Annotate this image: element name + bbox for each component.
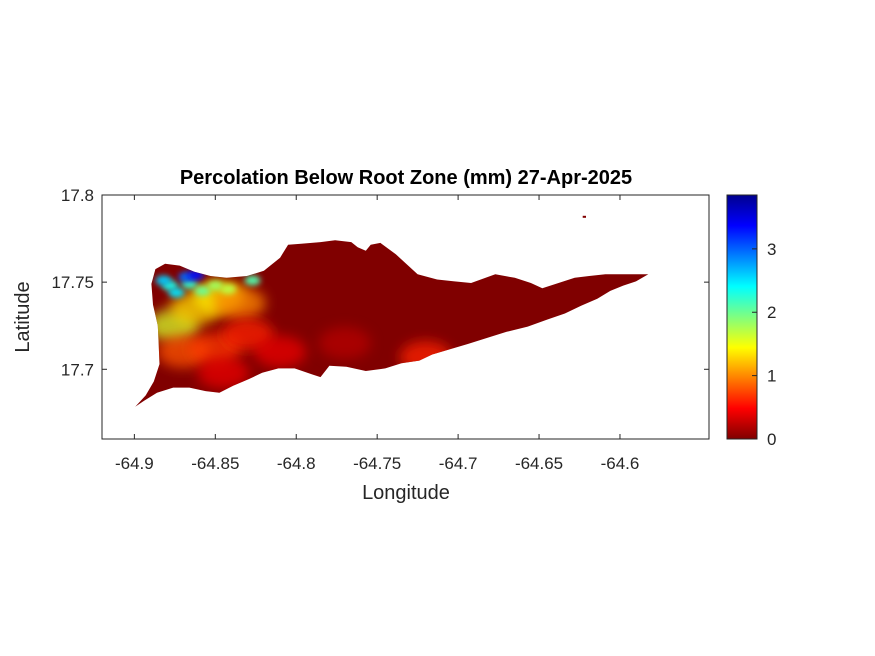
colorbar-tick-label: 0 [767, 430, 776, 449]
hotspot [213, 287, 266, 320]
wet-patch [207, 280, 224, 291]
chart-title: Percolation Below Root Zone (mm) 27-Apr-… [180, 167, 632, 189]
colorbar [726, 194, 758, 440]
heat-layer [147, 270, 452, 389]
y-tick-label: 17.7 [61, 360, 94, 379]
x-axis: -64.9 -64.85 -64.8 -64.75 -64.7 -64.65 -64.6 [115, 195, 639, 473]
colorbar-ticks: 0 1 2 3 [752, 240, 776, 449]
x-tick-label: -64.85 [191, 454, 239, 473]
hotspot [318, 327, 371, 360]
colorbar-tick-label: 3 [767, 240, 776, 259]
island-shape [135, 240, 649, 407]
x-tick-label: -64.7 [439, 454, 478, 473]
colorbar-tick-label: 2 [767, 303, 776, 322]
hotspot [197, 356, 250, 389]
y-tick-label: 17.8 [61, 186, 94, 205]
wet-patch [194, 285, 211, 296]
x-tick-label: -64.8 [277, 454, 316, 473]
y-tick-label: 17.75 [51, 273, 94, 292]
colorbar-tick-label: 1 [767, 367, 776, 386]
x-tick-label: -64.75 [353, 454, 401, 473]
x-axis-label: Longitude [362, 482, 450, 504]
axes-frame [101, 194, 710, 440]
wet-patch [220, 284, 237, 295]
x-tick-label: -64.9 [115, 454, 154, 473]
wet-patch [168, 287, 185, 298]
wet-patch [155, 275, 172, 286]
y-axis: 17.7 17.75 17.8 [51, 186, 709, 379]
hotspot [254, 335, 307, 368]
wet-patch [244, 275, 261, 286]
x-tick-label: -64.65 [515, 454, 563, 473]
x-tick-label: -64.6 [601, 454, 640, 473]
map-layer [135, 215, 649, 407]
y-axis-label: Latitude [12, 281, 34, 352]
